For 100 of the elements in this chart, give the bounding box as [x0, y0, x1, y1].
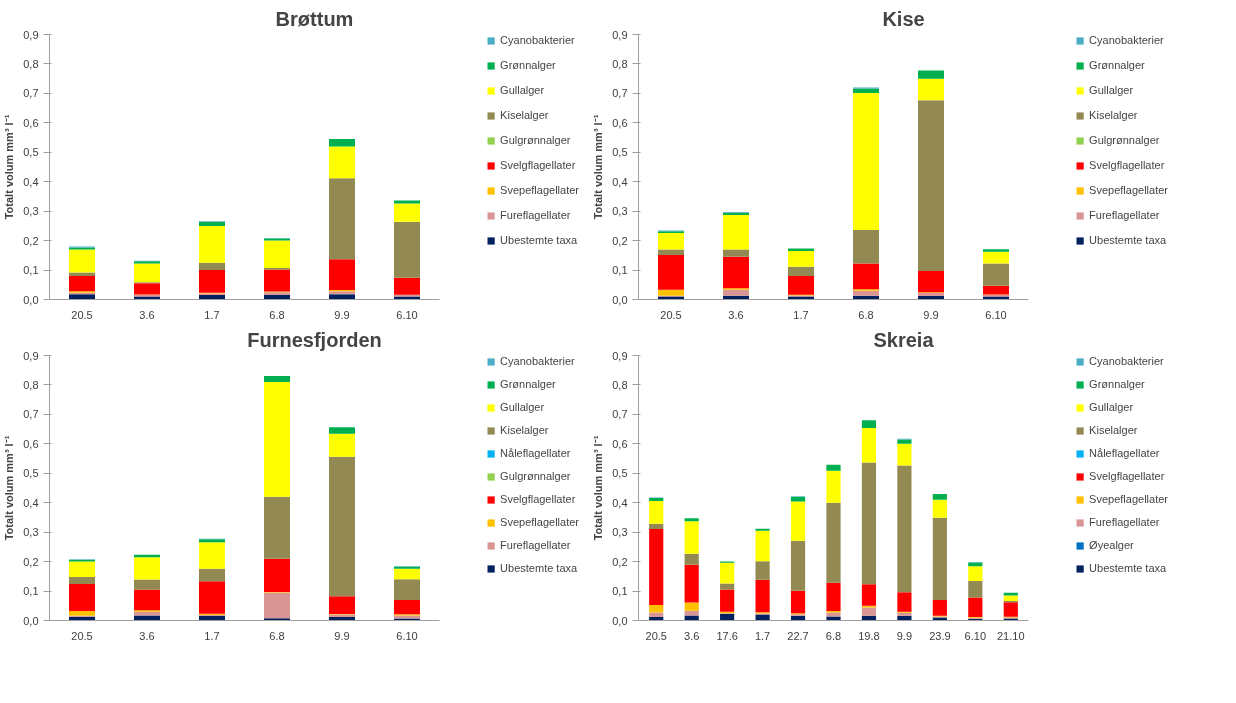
chart-title: Skreia [873, 328, 935, 351]
x-tick-label: 20.5 [645, 629, 667, 642]
chart-title: Brøttum [275, 7, 354, 30]
y-tick-label: 0,6 [612, 116, 628, 129]
x-tick-label: 21.10 [997, 629, 1025, 642]
legend-label: Nåleflagellater [1089, 447, 1160, 459]
legend-label: Fureflagellater [500, 209, 571, 221]
y-tick-label: 0,1 [23, 585, 39, 598]
y-tick-label: 0,0 [23, 293, 39, 306]
y-tick-label: 0,2 [612, 555, 628, 568]
legend-label: Svepeflagellater [500, 184, 579, 196]
y-tick-label: 0,8 [23, 378, 39, 391]
y-tick-label: 0,0 [612, 293, 628, 306]
y-tick-label: 0,2 [23, 234, 39, 247]
y-tick-label: 0,3 [612, 526, 628, 539]
legend-label: Nåleflagellater [500, 447, 571, 459]
x-tick-label: 1.7 [793, 308, 809, 321]
y-axis-title: Totalt volum mm³ l⁻¹ [3, 114, 16, 220]
y-tick-label: 0,5 [612, 467, 628, 480]
legend-label: Cyanobakterier [1089, 355, 1164, 367]
y-tick-label: 0,5 [612, 146, 628, 159]
x-tick-label: 6.10 [964, 629, 987, 642]
x-tick-label: 1.7 [204, 629, 220, 642]
y-tick-label: 0,9 [23, 349, 39, 362]
y-tick-label: 0,7 [23, 408, 39, 421]
legend-label: Gullalger [1089, 401, 1134, 413]
y-tick-label: 0,5 [23, 146, 39, 159]
y-tick-label: 0,0 [23, 614, 39, 627]
x-tick-label: 6.10 [396, 629, 418, 642]
legend-label: Øyealger [1089, 539, 1134, 551]
legend-label: Gullalger [500, 401, 545, 413]
x-tick-label: 20.5 [660, 308, 682, 321]
x-tick-label: 17.6 [716, 629, 738, 642]
y-tick-label: 0,3 [23, 526, 39, 539]
x-tick-label: 6.8 [269, 629, 285, 642]
legend-label: Gullalger [1089, 84, 1134, 96]
legend-label: Svelgflagellater [1089, 159, 1165, 171]
x-tick-label: 6.8 [858, 308, 874, 321]
legend-label: Svelgflagellater [500, 493, 576, 505]
x-tick-label: 1.7 [754, 629, 771, 642]
y-tick-label: 0,1 [23, 264, 39, 277]
y-tick-label: 0,8 [612, 378, 628, 391]
legend-label: Kiselalger [1089, 109, 1138, 121]
legend-label: Svelgflagellater [1089, 470, 1165, 482]
legend-label: Ubestemte taxa [1089, 562, 1167, 574]
x-tick-label: 20.5 [71, 629, 93, 642]
legend-label: Kiselalger [500, 424, 549, 436]
y-tick-label: 0,2 [612, 234, 628, 247]
y-tick-label: 0,1 [612, 264, 628, 277]
x-tick-label: 6.8 [269, 308, 285, 321]
legend-label: Svelgflagellater [500, 159, 576, 171]
x-tick-label: 1.7 [204, 308, 220, 321]
y-tick-label: 0,8 [23, 57, 39, 70]
y-axis-title: Totalt volum mm³ l⁻¹ [592, 114, 605, 220]
legend-label: Grønnalger [1089, 59, 1145, 71]
y-tick-label: 0,5 [23, 467, 39, 480]
y-tick-label: 0,6 [23, 437, 39, 450]
y-tick-label: 0,9 [612, 349, 628, 362]
legend-label: Grønnalger [500, 59, 556, 71]
legend-label: Gulgrønnalger [1089, 134, 1160, 146]
legend-label: Svepeflagellater [1089, 184, 1168, 196]
legend-label: Ubestemte taxa [500, 562, 578, 574]
legend-label: Fureflagellater [1089, 516, 1160, 528]
x-tick-label: 3.6 [139, 629, 155, 642]
y-tick-label: 0,6 [612, 437, 628, 450]
x-tick-label: 6.10 [396, 308, 418, 321]
x-tick-label: 23.9 [929, 629, 951, 642]
x-tick-label: 3.6 [139, 308, 155, 321]
x-tick-label: 6.8 [825, 629, 842, 642]
legend-label: Fureflagellater [500, 539, 571, 551]
y-tick-label: 0,9 [612, 28, 628, 41]
y-tick-label: 0,3 [23, 205, 39, 218]
x-tick-label: 9.9 [923, 308, 939, 321]
y-tick-label: 0,0 [612, 614, 628, 627]
legend-label: Svepeflagellater [1089, 493, 1168, 505]
y-tick-label: 0,4 [23, 496, 39, 509]
y-tick-label: 0,4 [23, 175, 39, 188]
legend-label: Cyanobakterier [500, 355, 575, 367]
y-tick-label: 0,9 [23, 28, 39, 41]
y-tick-label: 0,8 [612, 57, 628, 70]
y-tick-label: 0,4 [612, 175, 628, 188]
y-axis-title: Totalt volum mm³ l⁻¹ [592, 435, 605, 541]
x-tick-label: 9.9 [334, 308, 350, 321]
legend-label: Cyanobakterier [500, 34, 575, 46]
x-tick-label: 9.9 [896, 629, 913, 642]
legend-label: Kiselalger [1089, 424, 1138, 436]
legend-label: Ubestemte taxa [1089, 234, 1167, 246]
y-axis-title: Totalt volum mm³ l⁻¹ [3, 435, 16, 541]
y-tick-label: 0,7 [612, 408, 628, 421]
legend-label: Gulgrønnalger [500, 470, 571, 482]
x-tick-label: 6.10 [985, 308, 1007, 321]
x-tick-label: 22.7 [787, 629, 809, 642]
legend-label: Ubestemte taxa [500, 234, 578, 246]
legend-label: Gulgrønnalger [500, 134, 571, 146]
y-tick-label: 0,7 [612, 87, 628, 100]
x-tick-label: 20.5 [71, 308, 93, 321]
x-tick-label: 3.6 [728, 308, 744, 321]
legend-label: Cyanobakterier [1089, 34, 1164, 46]
x-tick-label: 3.6 [684, 629, 700, 642]
legend-label: Gullalger [500, 84, 545, 96]
